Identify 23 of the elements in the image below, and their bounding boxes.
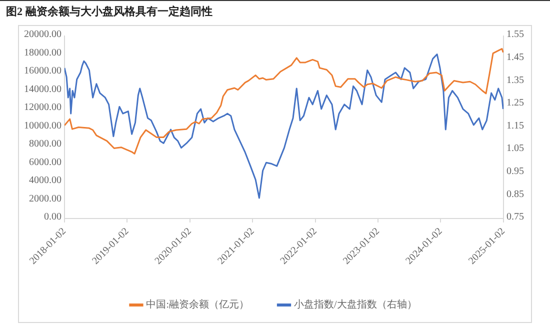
- y2-tick-label: 1.55: [506, 29, 524, 40]
- legend-label: 中国:融资余额（亿元）: [146, 298, 250, 311]
- y-tick-label: 12000.00: [24, 102, 62, 114]
- y2-tick-label: 1.25: [506, 98, 524, 109]
- y2-tick-label: 0.75: [506, 212, 524, 223]
- y-tick-label: 16000.00: [24, 66, 62, 77]
- y-tick-label: 20000.00: [24, 29, 62, 40]
- y-tick-label: 0.00: [44, 212, 62, 223]
- y2-tick-label: 1.05: [506, 143, 524, 154]
- y-tick-label: 14000.00: [24, 84, 62, 95]
- y2-tick-label: 1.45: [506, 52, 524, 63]
- legend-label: 小盘指数/大盘指数（右轴）: [294, 298, 417, 311]
- y-tick-label: 10000.00: [24, 120, 62, 132]
- y-tick-label: 18000.00: [24, 47, 62, 58]
- y2-tick-label: 1.15: [506, 120, 524, 132]
- y-tick-label: 2000.00: [29, 193, 62, 204]
- y2-tick-label: 0.85: [506, 188, 524, 200]
- chart-title: 图2 融资余额与大小盘风格具有一定趋同性: [0, 0, 550, 23]
- y-tick-label: 8000.00: [29, 138, 62, 150]
- y2-tick-label: 1.35: [506, 74, 524, 86]
- y-tick-label: 4000.00: [29, 175, 62, 186]
- y2-tick-label: 0.95: [506, 166, 524, 178]
- y-tick-label: 6000.00: [29, 156, 62, 168]
